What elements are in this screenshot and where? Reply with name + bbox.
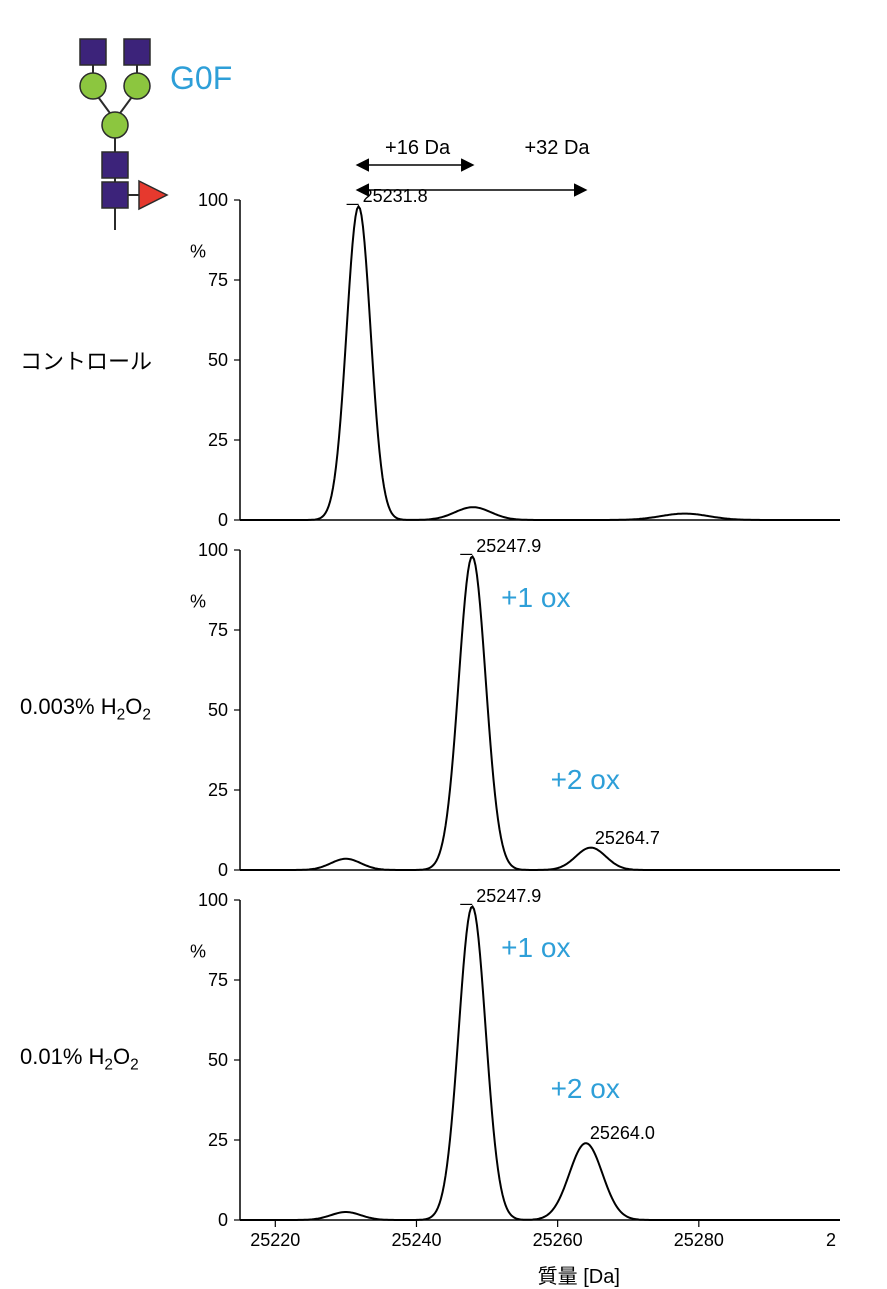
oxidation-annotation: +1 ox bbox=[501, 932, 570, 964]
peak-mass-label: 25264.7 bbox=[595, 828, 660, 849]
peak-mass-label: 25247.9 bbox=[476, 886, 541, 907]
panel-label-001-h2o2: 0.01% H2O2 bbox=[20, 1044, 139, 1074]
svg-text:100: 100 bbox=[198, 890, 228, 910]
oxidation-annotation: +2 ox bbox=[551, 764, 620, 796]
svg-text:25280: 25280 bbox=[674, 1230, 724, 1250]
plus-32-da-label: +32 Da bbox=[524, 137, 589, 160]
svg-text:25220: 25220 bbox=[250, 1230, 300, 1250]
oxidation-annotation: +1 ox bbox=[501, 582, 570, 614]
svg-text:25260: 25260 bbox=[533, 1230, 583, 1250]
plus-16-da-label: +16 Da bbox=[385, 137, 450, 160]
svg-text:50: 50 bbox=[208, 700, 228, 720]
svg-text:100: 100 bbox=[198, 190, 228, 210]
peak-mass-label: 25231.8 bbox=[363, 186, 428, 207]
svg-text:%: % bbox=[190, 942, 206, 962]
peak-mass-label: 25247.9 bbox=[476, 536, 541, 557]
svg-text:0: 0 bbox=[218, 510, 228, 530]
svg-text:25: 25 bbox=[208, 780, 228, 800]
svg-text:0: 0 bbox=[218, 860, 228, 880]
svg-text:50: 50 bbox=[208, 1050, 228, 1070]
svg-text:50: 50 bbox=[208, 350, 228, 370]
svg-text:75: 75 bbox=[208, 270, 228, 290]
svg-text:25: 25 bbox=[208, 430, 228, 450]
x-axis-label: 質量 [Da] bbox=[538, 1260, 620, 1289]
svg-text:75: 75 bbox=[208, 620, 228, 640]
peak-mass-label: 25264.0 bbox=[590, 1123, 655, 1144]
svg-text:0: 0 bbox=[218, 1210, 228, 1230]
svg-text:75: 75 bbox=[208, 970, 228, 990]
panel-label-0003-h2o2: 0.003% H2O2 bbox=[20, 694, 151, 724]
svg-text:%: % bbox=[190, 592, 206, 612]
svg-text:2: 2 bbox=[826, 1230, 836, 1250]
oxidation-annotation: +2 ox bbox=[551, 1073, 620, 1105]
glycan-name-label: G0F bbox=[170, 60, 232, 97]
svg-text:25: 25 bbox=[208, 1130, 228, 1150]
svg-text:100: 100 bbox=[198, 540, 228, 560]
svg-text:25240: 25240 bbox=[391, 1230, 441, 1250]
svg-text:%: % bbox=[190, 242, 206, 262]
panel-label-control: コントロール bbox=[20, 344, 152, 376]
glycan-structure-diagram bbox=[60, 20, 190, 230]
